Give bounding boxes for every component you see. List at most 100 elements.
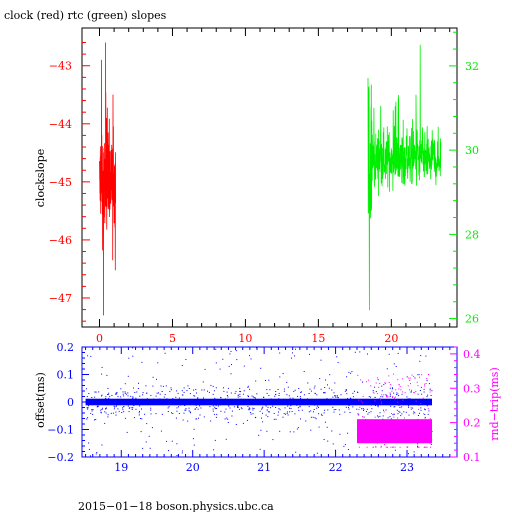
offset-point (133, 417, 135, 419)
offset-point (408, 405, 409, 407)
offset-point (202, 400, 204, 402)
offset-point (287, 386, 289, 388)
offset-point (250, 358, 252, 360)
offset-point (319, 378, 321, 380)
rnd-trip-point (373, 441, 374, 443)
offset-point (126, 400, 128, 402)
offset-point (277, 403, 279, 404)
top-x-tick-label: 0 (96, 332, 103, 345)
offset-point (124, 391, 126, 393)
clock-series-line (99, 42, 116, 316)
offset-point (156, 378, 157, 380)
offset-point (207, 390, 208, 392)
offset-point (296, 404, 298, 406)
offset-point (88, 448, 90, 450)
rnd-trip-point (362, 425, 364, 427)
offset-point (290, 405, 292, 407)
offset-point (275, 391, 277, 392)
offset-point (343, 445, 345, 447)
offset-point (290, 408, 292, 409)
offset-point (158, 398, 160, 400)
offset-point (127, 400, 129, 402)
rnd-trip-point (392, 432, 394, 434)
offset-point (225, 438, 227, 440)
rnd-trip-point (411, 374, 413, 376)
offset-point (321, 413, 323, 415)
offset-point (289, 411, 291, 413)
offset-point (399, 406, 401, 408)
offset-point (224, 401, 226, 403)
offset-point (239, 390, 241, 392)
offset-point (95, 453, 97, 455)
offset-point (429, 400, 431, 402)
offset-point (128, 411, 130, 413)
offset-point (97, 405, 99, 407)
offset-point (414, 412, 416, 414)
rnd-trip-point (424, 446, 426, 448)
rnd-trip-point (428, 374, 429, 375)
offset-point (333, 392, 335, 394)
offset-point (278, 411, 279, 413)
offset-point (289, 407, 290, 409)
offset-point (225, 408, 227, 410)
rnd-trip-point (389, 422, 391, 423)
offset-point (205, 403, 206, 404)
rnd-trip-point (420, 403, 422, 404)
offset-point (332, 400, 334, 402)
offset-point (123, 406, 125, 408)
offset-point (192, 438, 194, 440)
offset-point (212, 410, 214, 412)
rnd-trip-point (389, 392, 391, 394)
offset-point (213, 390, 215, 392)
offset-point (159, 398, 161, 400)
rnd-trip-point (375, 445, 377, 447)
offset-point (90, 412, 92, 414)
offset-point (223, 390, 225, 392)
offset-point (318, 403, 320, 405)
offset-point (260, 402, 262, 404)
offset-point (337, 362, 339, 363)
offset-point (148, 435, 150, 437)
offset-point (94, 391, 96, 393)
offset-point (397, 352, 399, 354)
offset-point (350, 372, 352, 374)
offset-point (352, 396, 354, 398)
offset-point (262, 402, 264, 404)
offset-point (178, 413, 180, 414)
offset-point (407, 403, 408, 405)
offset-point (144, 413, 146, 415)
top-x-tick-label: 20 (384, 332, 398, 345)
rnd-trip-point (402, 378, 404, 380)
bottom-left-y-tick-label: 0.1 (57, 369, 75, 382)
offset-point (237, 394, 239, 396)
offset-point (153, 402, 155, 404)
offset-point (352, 392, 354, 394)
top-left-y-tick-label: −43 (49, 60, 72, 73)
rnd-trip-point (429, 391, 431, 393)
offset-point (158, 392, 159, 394)
offset-point (389, 416, 391, 418)
offset-point (394, 406, 396, 408)
offset-point (182, 402, 184, 404)
offset-point (247, 405, 249, 407)
offset-point (117, 408, 119, 410)
offset-point (393, 406, 395, 408)
offset-point (115, 402, 117, 404)
offset-point (140, 431, 142, 433)
offset-point (212, 385, 214, 387)
offset-point (109, 396, 111, 398)
offset-point (293, 403, 295, 405)
offset-point (320, 388, 322, 390)
rnd-trip-point (390, 384, 392, 386)
offset-point (282, 398, 284, 400)
offset-point (254, 401, 256, 403)
rnd-trip-point (424, 383, 426, 385)
offset-point (375, 405, 376, 406)
rnd-trip-point (377, 433, 379, 434)
offset-point (332, 406, 334, 408)
offset-point (268, 411, 270, 413)
offset-point (236, 406, 238, 408)
offset-point (183, 387, 185, 389)
offset-point (345, 406, 347, 408)
offset-point (410, 402, 412, 404)
